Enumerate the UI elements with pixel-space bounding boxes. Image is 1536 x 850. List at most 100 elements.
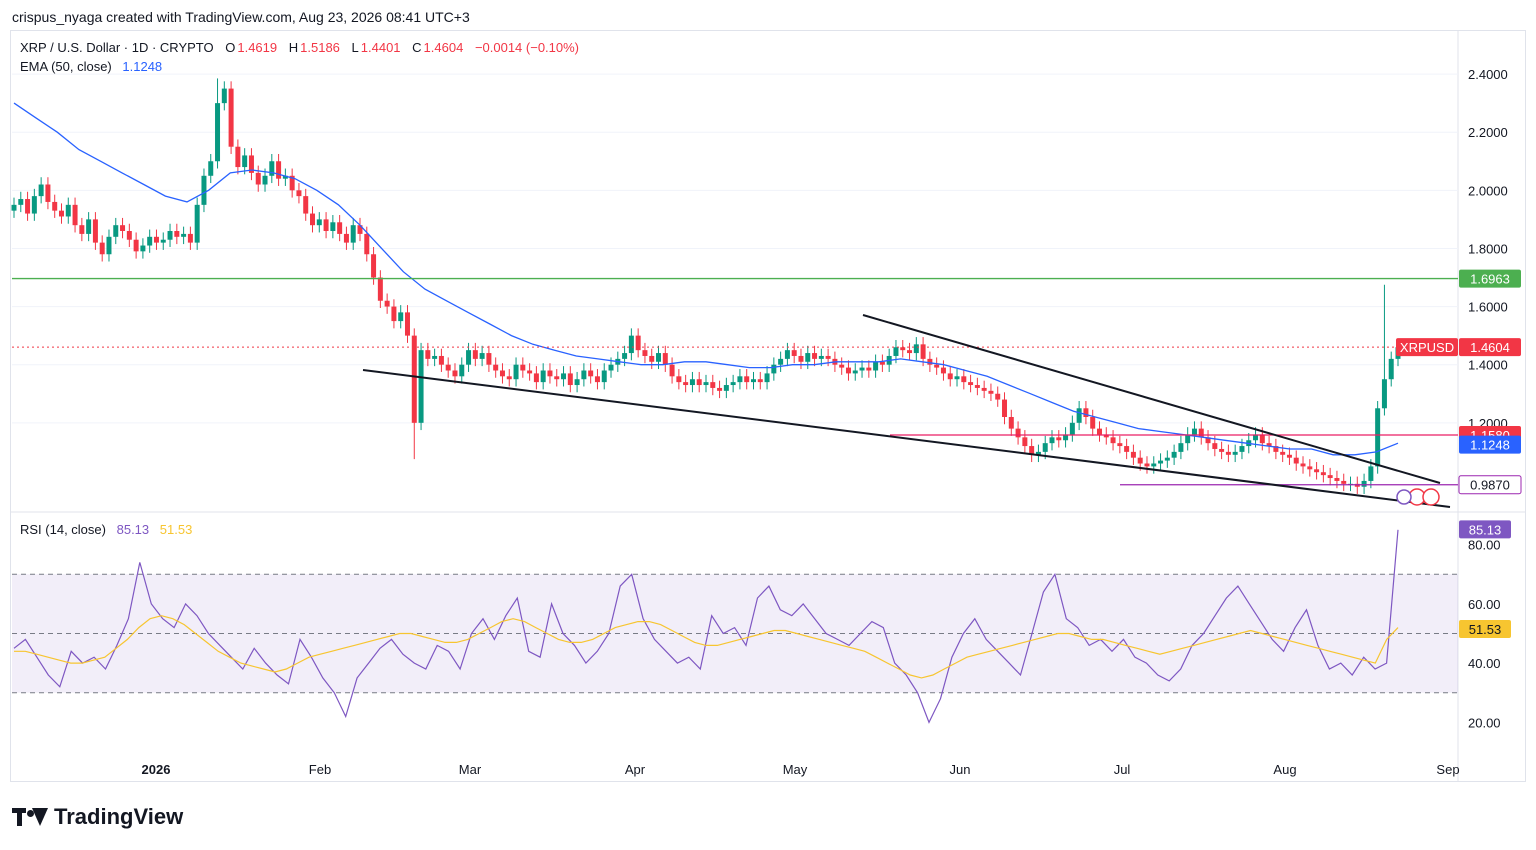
candle-body (662, 353, 668, 365)
candle-body (683, 382, 689, 386)
ema-legend: EMA (50, close) 1.1248 (20, 59, 164, 74)
candle-body (357, 225, 363, 234)
candle-body (947, 373, 953, 380)
candle-body (18, 199, 24, 205)
price-tick-label: 2.0000 (1468, 183, 1508, 198)
candle-body (1130, 451, 1136, 458)
candle-body (764, 373, 770, 383)
ema-price-label-bg (1459, 435, 1521, 454)
candle-body (1042, 443, 1048, 452)
candle-body (642, 350, 648, 356)
candle-body (208, 161, 214, 176)
candle-body (377, 277, 383, 301)
candle-body (248, 155, 254, 173)
candle-body (1286, 454, 1292, 458)
candle-body (398, 312, 404, 322)
candle-body (31, 196, 37, 214)
candle-body (133, 239, 139, 252)
candle-body (533, 373, 539, 383)
candle-body (723, 385, 729, 391)
close-label: C (412, 40, 422, 55)
candle-body (635, 335, 641, 351)
rsi-line (13, 529, 1399, 724)
candle-body (839, 364, 845, 368)
candle-body (418, 350, 424, 423)
candle-body (1008, 417, 1014, 429)
low-label: L (351, 40, 359, 55)
candle-body (1253, 434, 1259, 441)
candle-body (866, 367, 872, 371)
candle-body (594, 376, 600, 383)
candle-body (805, 353, 811, 362)
candle-body (961, 376, 967, 383)
candle-body (656, 353, 662, 362)
candle-body (1361, 480, 1367, 487)
candle-body (459, 364, 465, 377)
candle-body (900, 347, 906, 351)
candle-body (120, 225, 126, 231)
candle-body (1320, 472, 1326, 476)
chart-frame (10, 30, 1526, 782)
candle-body (954, 376, 960, 380)
candle-body (913, 344, 919, 354)
candle-body (540, 370, 546, 383)
candle-body (113, 225, 119, 237)
price-tick-label: 1.8000 (1468, 241, 1508, 256)
time-tick-label: Sep (1436, 762, 1459, 777)
candle-body (1083, 408, 1089, 417)
time-tick-label: Jul (1114, 762, 1131, 777)
candle-body (1368, 466, 1374, 481)
candle-body (1191, 428, 1197, 435)
candle-body (1124, 446, 1130, 452)
candle-body (1069, 422, 1075, 435)
candle-body (99, 242, 105, 255)
candle-body (187, 233, 193, 243)
candle-body (1151, 463, 1157, 467)
candle-body (995, 393, 1001, 400)
open-label: O (225, 40, 236, 55)
candle-body (181, 233, 187, 237)
candle-body (1137, 457, 1143, 464)
candle-body (879, 361, 885, 365)
candle-body (988, 390, 994, 394)
resistance-price-label: 1.6963 (1470, 272, 1510, 287)
candle-body (907, 350, 913, 354)
chart-attribution: crispus_nyaga created with TradingView.c… (12, 9, 470, 25)
candle-body (676, 376, 682, 383)
rsi-label[interactable]: RSI (14, close) (20, 522, 106, 537)
candle-body (1259, 434, 1265, 444)
tradingview-logo: TradingView (12, 804, 183, 830)
candle-body (1266, 443, 1272, 447)
ema-line (13, 102, 1399, 456)
rsi-tick-label: 60.00 (1468, 597, 1501, 612)
high-value: 1.5186 (300, 40, 340, 55)
candle-body (825, 355, 831, 359)
candle-body (296, 190, 302, 197)
candle-body (92, 219, 98, 243)
candle-body (920, 344, 926, 359)
ema-label[interactable]: EMA (50, close) (20, 59, 112, 74)
candle-body (778, 358, 784, 365)
candle-body (215, 103, 221, 162)
candle-body (628, 335, 634, 354)
candle-body (303, 196, 309, 214)
candle-body (845, 367, 851, 374)
candle-body (968, 382, 974, 386)
open-value: 1.4619 (237, 40, 278, 55)
candle-body (160, 239, 166, 243)
candle-body (432, 355, 438, 359)
symbol-label[interactable]: XRP / U.S. Dollar · 1D · CRYPTO (20, 40, 214, 55)
resistance-price-label-bg (1459, 269, 1521, 288)
candle-body (547, 370, 553, 377)
candle-body (622, 353, 628, 359)
candle-body (466, 350, 472, 365)
candle-body (1185, 434, 1191, 444)
candle-body (812, 353, 818, 359)
candle-body (1334, 478, 1340, 481)
candle-body (893, 347, 899, 356)
candle-body (1388, 358, 1394, 380)
candle-body (588, 370, 594, 377)
time-tick-label: 2026 (142, 762, 171, 777)
candle-body (1090, 417, 1096, 429)
